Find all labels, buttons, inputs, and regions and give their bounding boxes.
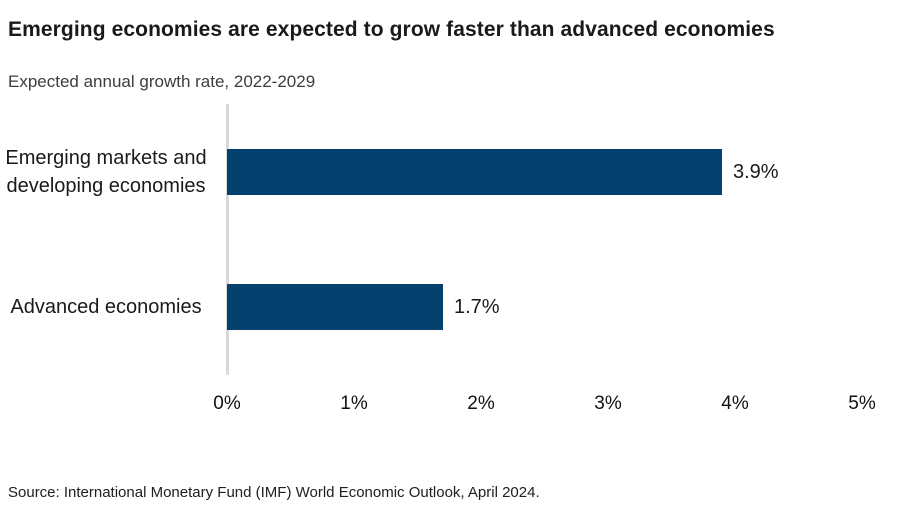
y-axis-line <box>226 104 229 375</box>
x-tick-label: 3% <box>594 393 622 414</box>
x-tick-label: 1% <box>340 393 368 414</box>
category-label-line: Emerging markets and <box>5 147 207 169</box>
x-tick-label: 2% <box>467 393 495 414</box>
category-label: Advanced economies <box>0 293 212 321</box>
source-note: Source: International Monetary Fund (IMF… <box>8 484 540 501</box>
bar <box>227 284 443 330</box>
bar-value-label: 1.7% <box>454 296 500 318</box>
x-tick-label: 0% <box>213 393 241 414</box>
category-label-line: developing economies <box>6 175 206 197</box>
category-label: Emerging markets and developing economies <box>0 144 212 200</box>
x-tick-label: 5% <box>848 393 876 414</box>
category-label-line: Advanced economies <box>10 296 202 318</box>
bar <box>227 149 722 195</box>
bar-value-label: 3.9% <box>733 161 779 183</box>
chart-title: Emerging economies are expected to grow … <box>8 18 775 41</box>
x-tick-label: 4% <box>721 393 749 414</box>
chart-subtitle: Expected annual growth rate, 2022-2029 <box>8 72 316 91</box>
